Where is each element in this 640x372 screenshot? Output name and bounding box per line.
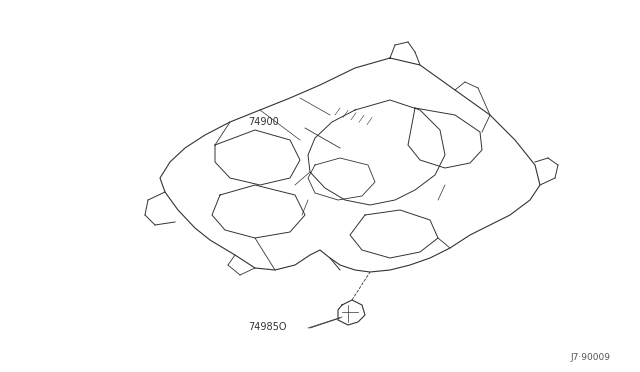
Text: 74900: 74900 xyxy=(248,117,279,127)
Text: 74985O: 74985O xyxy=(248,322,287,332)
Text: J7·90009: J7·90009 xyxy=(570,353,610,362)
